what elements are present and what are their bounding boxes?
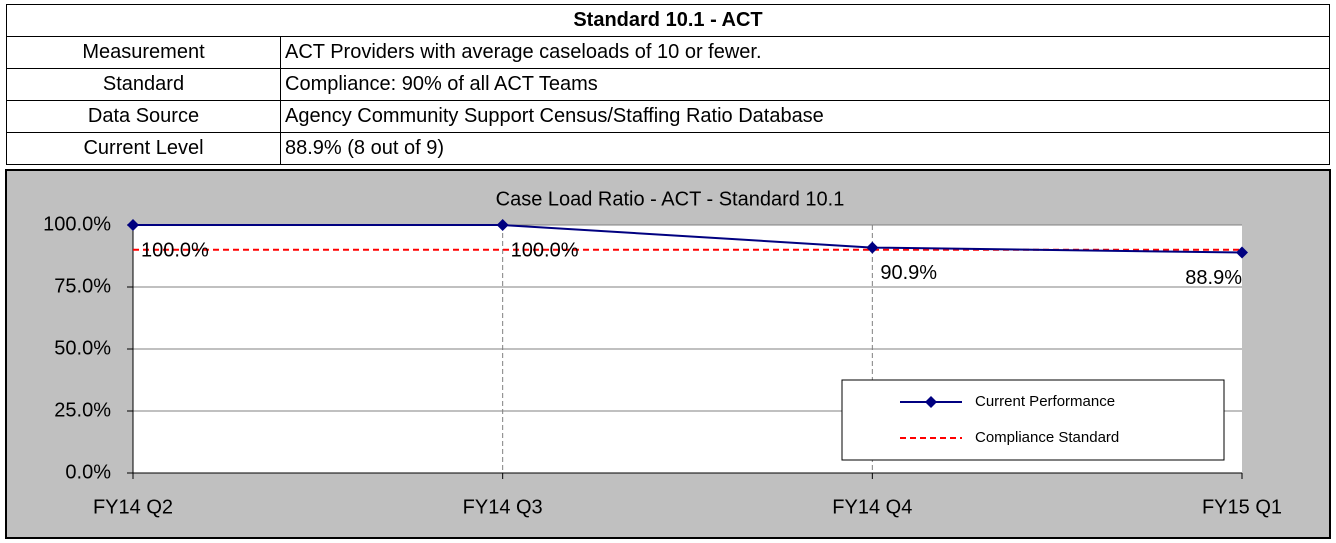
y-tick-label: 50.0% bbox=[54, 337, 111, 359]
legend-label: Compliance Standard bbox=[975, 429, 1119, 446]
point bbox=[127, 219, 139, 231]
legend-label: Current Performance bbox=[975, 393, 1115, 410]
x-tick-label: FY15 Q1 bbox=[1202, 496, 1282, 518]
row-key: Current Level bbox=[6, 132, 281, 165]
info-table: Standard 10.1 - ACT Measurement ACT Provi… bbox=[6, 4, 1330, 165]
table-title: Standard 10.1 - ACT bbox=[6, 4, 1330, 37]
data-label: 90.9% bbox=[880, 262, 937, 284]
chart-title: Case Load Ratio - ACT - Standard 10.1 bbox=[496, 188, 845, 210]
y-tick-label: 75.0% bbox=[54, 275, 111, 297]
point bbox=[925, 396, 937, 408]
point bbox=[496, 219, 509, 231]
legend-box bbox=[841, 379, 1225, 461]
data-label: 100.0% bbox=[141, 239, 209, 261]
data-label: 100.0% bbox=[511, 239, 579, 261]
y-tick-label: 0.0% bbox=[65, 461, 111, 483]
x-tick-label: FY14 Q4 bbox=[832, 496, 912, 518]
point bbox=[1236, 246, 1248, 259]
row-value: Compliance: 90% of all ACT Teams bbox=[280, 68, 1330, 101]
data-label: 88.9% bbox=[1185, 267, 1242, 289]
row-key: Measurement bbox=[6, 36, 281, 69]
point bbox=[866, 241, 879, 254]
row-value: ACT Providers with average caseloads of … bbox=[280, 36, 1330, 69]
x-tick-label: FY14 Q3 bbox=[463, 496, 543, 518]
row-value: Agency Community Support Census/Staffing… bbox=[280, 100, 1330, 133]
series-line bbox=[133, 224, 1243, 254]
row-key: Data Source bbox=[6, 100, 281, 133]
row-value: 88.9% (8 out of 9) bbox=[280, 132, 1330, 165]
y-tick-label: 25.0% bbox=[54, 399, 111, 421]
y-tick-label: 100.0% bbox=[43, 213, 111, 235]
row-key: Standard bbox=[6, 68, 281, 101]
x-tick-label: FY14 Q2 bbox=[93, 496, 173, 518]
